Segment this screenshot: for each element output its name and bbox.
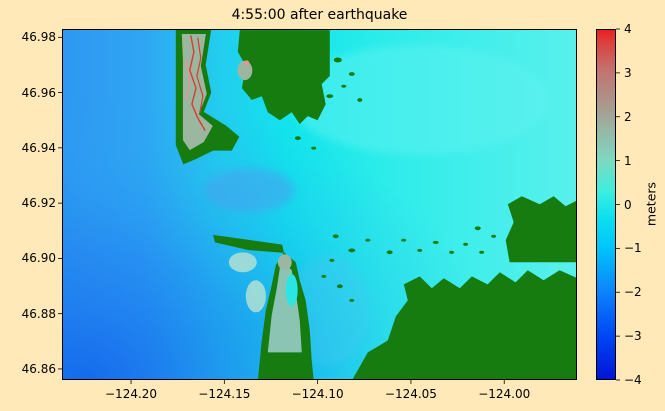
- overwash-point: [277, 254, 292, 271]
- colorbar-tick-label: −3: [624, 329, 642, 344]
- colorbar-gradient: [596, 29, 616, 380]
- map-layers: [62, 29, 577, 380]
- y-tick-label: 46.86: [21, 361, 56, 376]
- colorbar-tick-label: 2: [624, 109, 632, 124]
- overwash-north-spit: [181, 34, 213, 151]
- islet: [357, 98, 363, 102]
- islet: [474, 226, 481, 231]
- y-tick-label: 46.90: [21, 251, 56, 266]
- colorbar-tick-label: 1: [624, 153, 632, 168]
- land-north-shore: [237, 30, 330, 125]
- islet: [386, 250, 393, 255]
- y-tick-label: 46.98: [21, 30, 56, 45]
- pink-spot: [244, 60, 250, 66]
- islet: [479, 250, 485, 254]
- x-tick-label: −124.10: [291, 387, 344, 401]
- shoal-south: [245, 280, 266, 313]
- islet: [329, 258, 335, 262]
- x-tick-label: −124.00: [478, 387, 531, 401]
- islet: [311, 146, 317, 150]
- colorbar-tick-label: 3: [624, 65, 632, 80]
- islet: [348, 72, 355, 76]
- high-water-2: [196, 37, 204, 113]
- islet: [349, 298, 355, 302]
- islet: [332, 234, 339, 239]
- colorbar-tick-label: 4: [624, 22, 632, 36]
- islet: [401, 238, 407, 242]
- land-southeast: [352, 270, 577, 380]
- land-entrance-spit: [213, 234, 284, 253]
- islet: [449, 250, 455, 254]
- islet: [294, 136, 301, 141]
- high-water-3: [185, 59, 191, 101]
- plot-border: [62, 29, 577, 380]
- x-tick-label: −124.15: [198, 387, 251, 401]
- colorbar-axis-label: meters: [643, 181, 659, 227]
- chart-title: 4:55:00 after earthquake: [231, 7, 408, 23]
- shoal-west: [228, 252, 257, 273]
- islet: [341, 84, 347, 88]
- islet: [336, 284, 343, 289]
- colorbar-tick-label: −1: [624, 241, 642, 256]
- islet: [333, 57, 342, 63]
- lagoon: [285, 274, 298, 307]
- islet: [432, 240, 439, 244]
- islet: [326, 94, 334, 99]
- entrance-drawdown: [204, 168, 295, 213]
- islet: [417, 248, 423, 252]
- colorbar-border: [596, 29, 616, 380]
- islet: [365, 238, 371, 242]
- x-tick-label: −124.20: [105, 387, 158, 401]
- islet: [348, 248, 356, 253]
- overwash-north-shore: [237, 60, 253, 81]
- islet: [463, 242, 469, 246]
- islet: [321, 274, 327, 278]
- x-tick-label: −124.05: [384, 387, 437, 401]
- y-tick-label: 46.88: [21, 306, 56, 321]
- colorbar-tick-label: −4: [624, 373, 642, 387]
- y-tick-label: 46.96: [21, 85, 56, 100]
- colorbar-tick-label: 0: [624, 197, 632, 212]
- y-tick-label: 46.94: [21, 140, 56, 155]
- land-east-shore: [505, 196, 577, 263]
- colorbar-tick-label: −2: [624, 285, 642, 300]
- islet: [491, 234, 497, 238]
- offshore-bright: [289, 45, 550, 156]
- high-water-1: [189, 35, 206, 131]
- y-tick-label: 46.92: [21, 196, 56, 211]
